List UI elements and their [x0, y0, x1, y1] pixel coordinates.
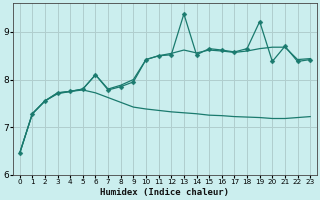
X-axis label: Humidex (Indice chaleur): Humidex (Indice chaleur)	[100, 188, 229, 197]
